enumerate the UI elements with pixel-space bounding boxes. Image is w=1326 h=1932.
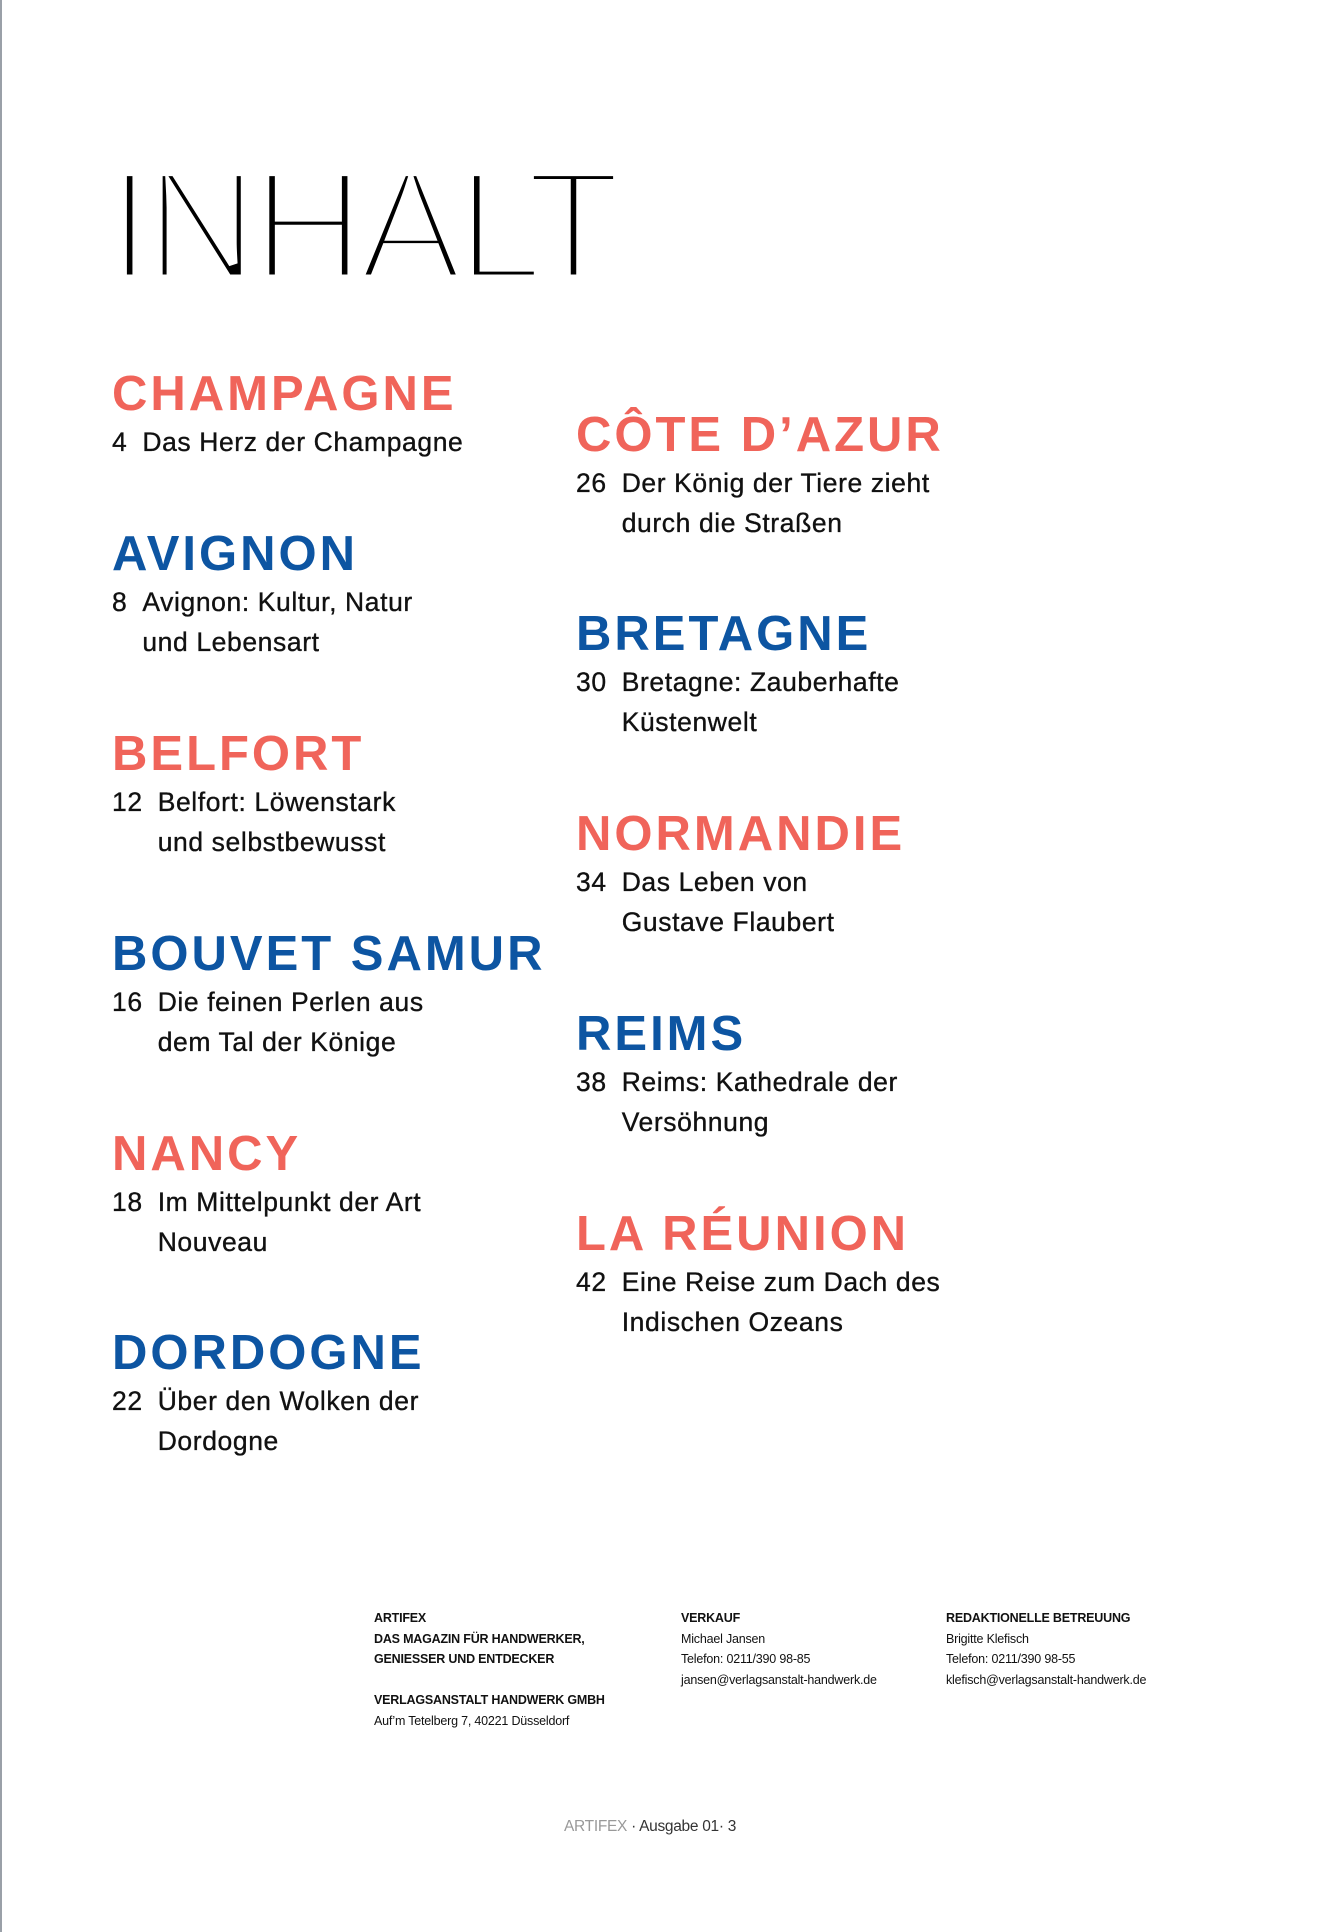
- section-heading: CHAMPAGNE: [112, 367, 457, 421]
- section-heading: BRETAGNE: [576, 607, 872, 661]
- page-number: 38: [576, 1067, 607, 1097]
- page-title: INHALT: [103, 139, 625, 313]
- article-title: Bretagne: Zauberhafte Küstenwelt: [621, 667, 900, 737]
- sales-phone: Telefon: 0211/390 98-85: [681, 1652, 811, 1667]
- toc-entry[interactable]: 8 Avignon: Kultur, Natur und Lebensart: [112, 582, 432, 662]
- footer-brand: ARTIFEX: [564, 1818, 628, 1835]
- page-number: 8: [112, 587, 128, 617]
- toc-entry[interactable]: 12 Belfort: Löwenstark und selbstbewusst: [112, 782, 448, 862]
- publisher-address: Auf’m Tetelberg 7, 40221 Düsseldorf: [374, 1713, 570, 1728]
- toc-entry[interactable]: 30 Bretagne: Zauberhafte Küstenwelt: [576, 662, 942, 742]
- toc-entry[interactable]: 18 Im Mittelpunkt der Art Nouveau: [112, 1182, 448, 1262]
- toc-section: CÔTE D’AZUR 26 Der König der Tiere zieht d…: [576, 409, 967, 543]
- toc-section: NORMANDIE 34 Das Leben von Gustave Flauber…: [576, 808, 905, 942]
- page-number: 12: [112, 787, 143, 817]
- page-number: 22: [112, 1386, 143, 1416]
- toc-entry[interactable]: 22 Über den Wolken der Dordogne: [112, 1381, 448, 1461]
- article-title: Eine Reise zum Dach des Indischen Ozeans: [621, 1267, 941, 1337]
- footer-sales: VERKAUF Michael Jansen Telefon: 0211/390…: [681, 1608, 877, 1690]
- section-heading: LA RÉUNION: [576, 1207, 910, 1261]
- sales-email[interactable]: jansen@verlagsanstalt-handwerk.de: [681, 1672, 877, 1687]
- article-title: Das Herz der Champagne: [142, 427, 464, 457]
- footer-publisher: ARTIFEX DAS MAGAZIN FÜR HANDWERKER, GENI…: [374, 1608, 605, 1732]
- section-heading: REIMS: [576, 1007, 747, 1061]
- article-title: Belfort: Löwenstark und selbstbewusst: [157, 787, 396, 857]
- toc-section: REIMS 38 Reims: Kathedrale der Versöhnung: [576, 1008, 912, 1142]
- page-number: 30: [576, 667, 607, 697]
- page-number: 26: [576, 468, 607, 498]
- page-number: 16: [112, 987, 143, 1017]
- toc-entry[interactable]: 16 Die feinen Perlen aus dem Tal der Köni…: [112, 982, 545, 1062]
- page-number: 4: [112, 427, 128, 457]
- article-title: Die feinen Perlen aus dem Tal der Könige: [157, 987, 424, 1057]
- editorial-name: Brigitte Klefisch: [946, 1631, 1029, 1646]
- toc-section: NANCY 18 Im Mittelpunkt der Art Nouveau: [112, 1128, 448, 1262]
- article-title: Reims: Kathedrale der Versöhnung: [621, 1067, 898, 1137]
- article-title: Avignon: Kultur, Natur und Lebensart: [142, 587, 413, 657]
- toc-entry[interactable]: 38 Reims: Kathedrale der Versöhnung: [576, 1062, 912, 1142]
- toc-entry[interactable]: 34 Das Leben von Gustave Flaubert: [576, 862, 905, 942]
- section-heading: BELFORT: [112, 727, 365, 781]
- publisher-company: VERLAGSANSTALT HANDWERK GMBH: [374, 1693, 605, 1708]
- sales-heading: VERKAUF: [681, 1611, 741, 1625]
- article-title: Das Leben von Gustave Flaubert: [621, 867, 835, 937]
- section-heading: NORMANDIE: [576, 807, 906, 861]
- section-heading: CÔTE D’AZUR: [576, 408, 944, 462]
- article-title: Im Mittelpunkt der Art Nouveau: [157, 1187, 422, 1257]
- sales-name: Michael Jansen: [681, 1631, 766, 1646]
- toc-section: BELFORT 12 Belfort: Löwenstark und selbstb…: [112, 728, 448, 862]
- editorial-phone: Telefon: 0211/390 98-55: [946, 1652, 1076, 1667]
- toc-entry[interactable]: 26 Der König der Tiere zieht durch die St…: [576, 463, 967, 543]
- section-heading: AVIGNON: [112, 527, 359, 581]
- toc-section: BOUVET SAMUR 16 Die feinen Perlen aus dem …: [112, 928, 545, 1062]
- footer-editorial: REDAKTIONELLE BETREUUNG Brigitte Klefisc…: [946, 1608, 1146, 1690]
- toc-section: LA RÉUNION 42 Eine Reise zum Dach des Indi…: [576, 1208, 952, 1342]
- section-heading: DORDOGNE: [112, 1326, 425, 1380]
- toc-section: AVIGNON 8 Avignon: Kultur, Natur und Leben…: [112, 528, 432, 662]
- publisher-tagline: GENIESSER UND ENTDECKER: [374, 1652, 555, 1667]
- toc-section: DORDOGNE 22 Über den Wolken der Dordogne: [112, 1327, 448, 1461]
- toc-section: CHAMPAGNE 4 Das Herz der Champagne: [112, 368, 542, 462]
- editorial-email[interactable]: klefisch@verlagsanstalt-handwerk.de: [946, 1672, 1147, 1687]
- publisher-name: ARTIFEX: [374, 1611, 427, 1625]
- page-number-footer: ARTIFEX · Ausgabe 01· 3: [564, 1818, 736, 1836]
- page-number: 18: [112, 1187, 143, 1217]
- article-title: Über den Wolken der Dordogne: [157, 1386, 420, 1456]
- section-heading: NANCY: [112, 1127, 302, 1181]
- article-title: Der König der Tiere zieht durch die Stra…: [621, 468, 930, 538]
- toc-entry[interactable]: 42 Eine Reise zum Dach des Indischen Ozea…: [576, 1262, 952, 1342]
- page-number: 34: [576, 867, 607, 897]
- publisher-tagline: DAS MAGAZIN FÜR HANDWERKER,: [374, 1631, 585, 1646]
- toc-entry[interactable]: 4 Das Herz der Champagne: [112, 422, 542, 462]
- section-heading: BOUVET SAMUR: [112, 927, 546, 981]
- page-number: 42: [576, 1267, 607, 1297]
- toc-section: BRETAGNE 30 Bretagne: Zauberhafte Küstenwe…: [576, 608, 942, 742]
- issue-page: · Ausgabe 01· 3: [627, 1818, 737, 1835]
- editorial-heading: REDAKTIONELLE BETREUUNG: [946, 1611, 1131, 1625]
- page-edge: [0, 0, 2, 1932]
